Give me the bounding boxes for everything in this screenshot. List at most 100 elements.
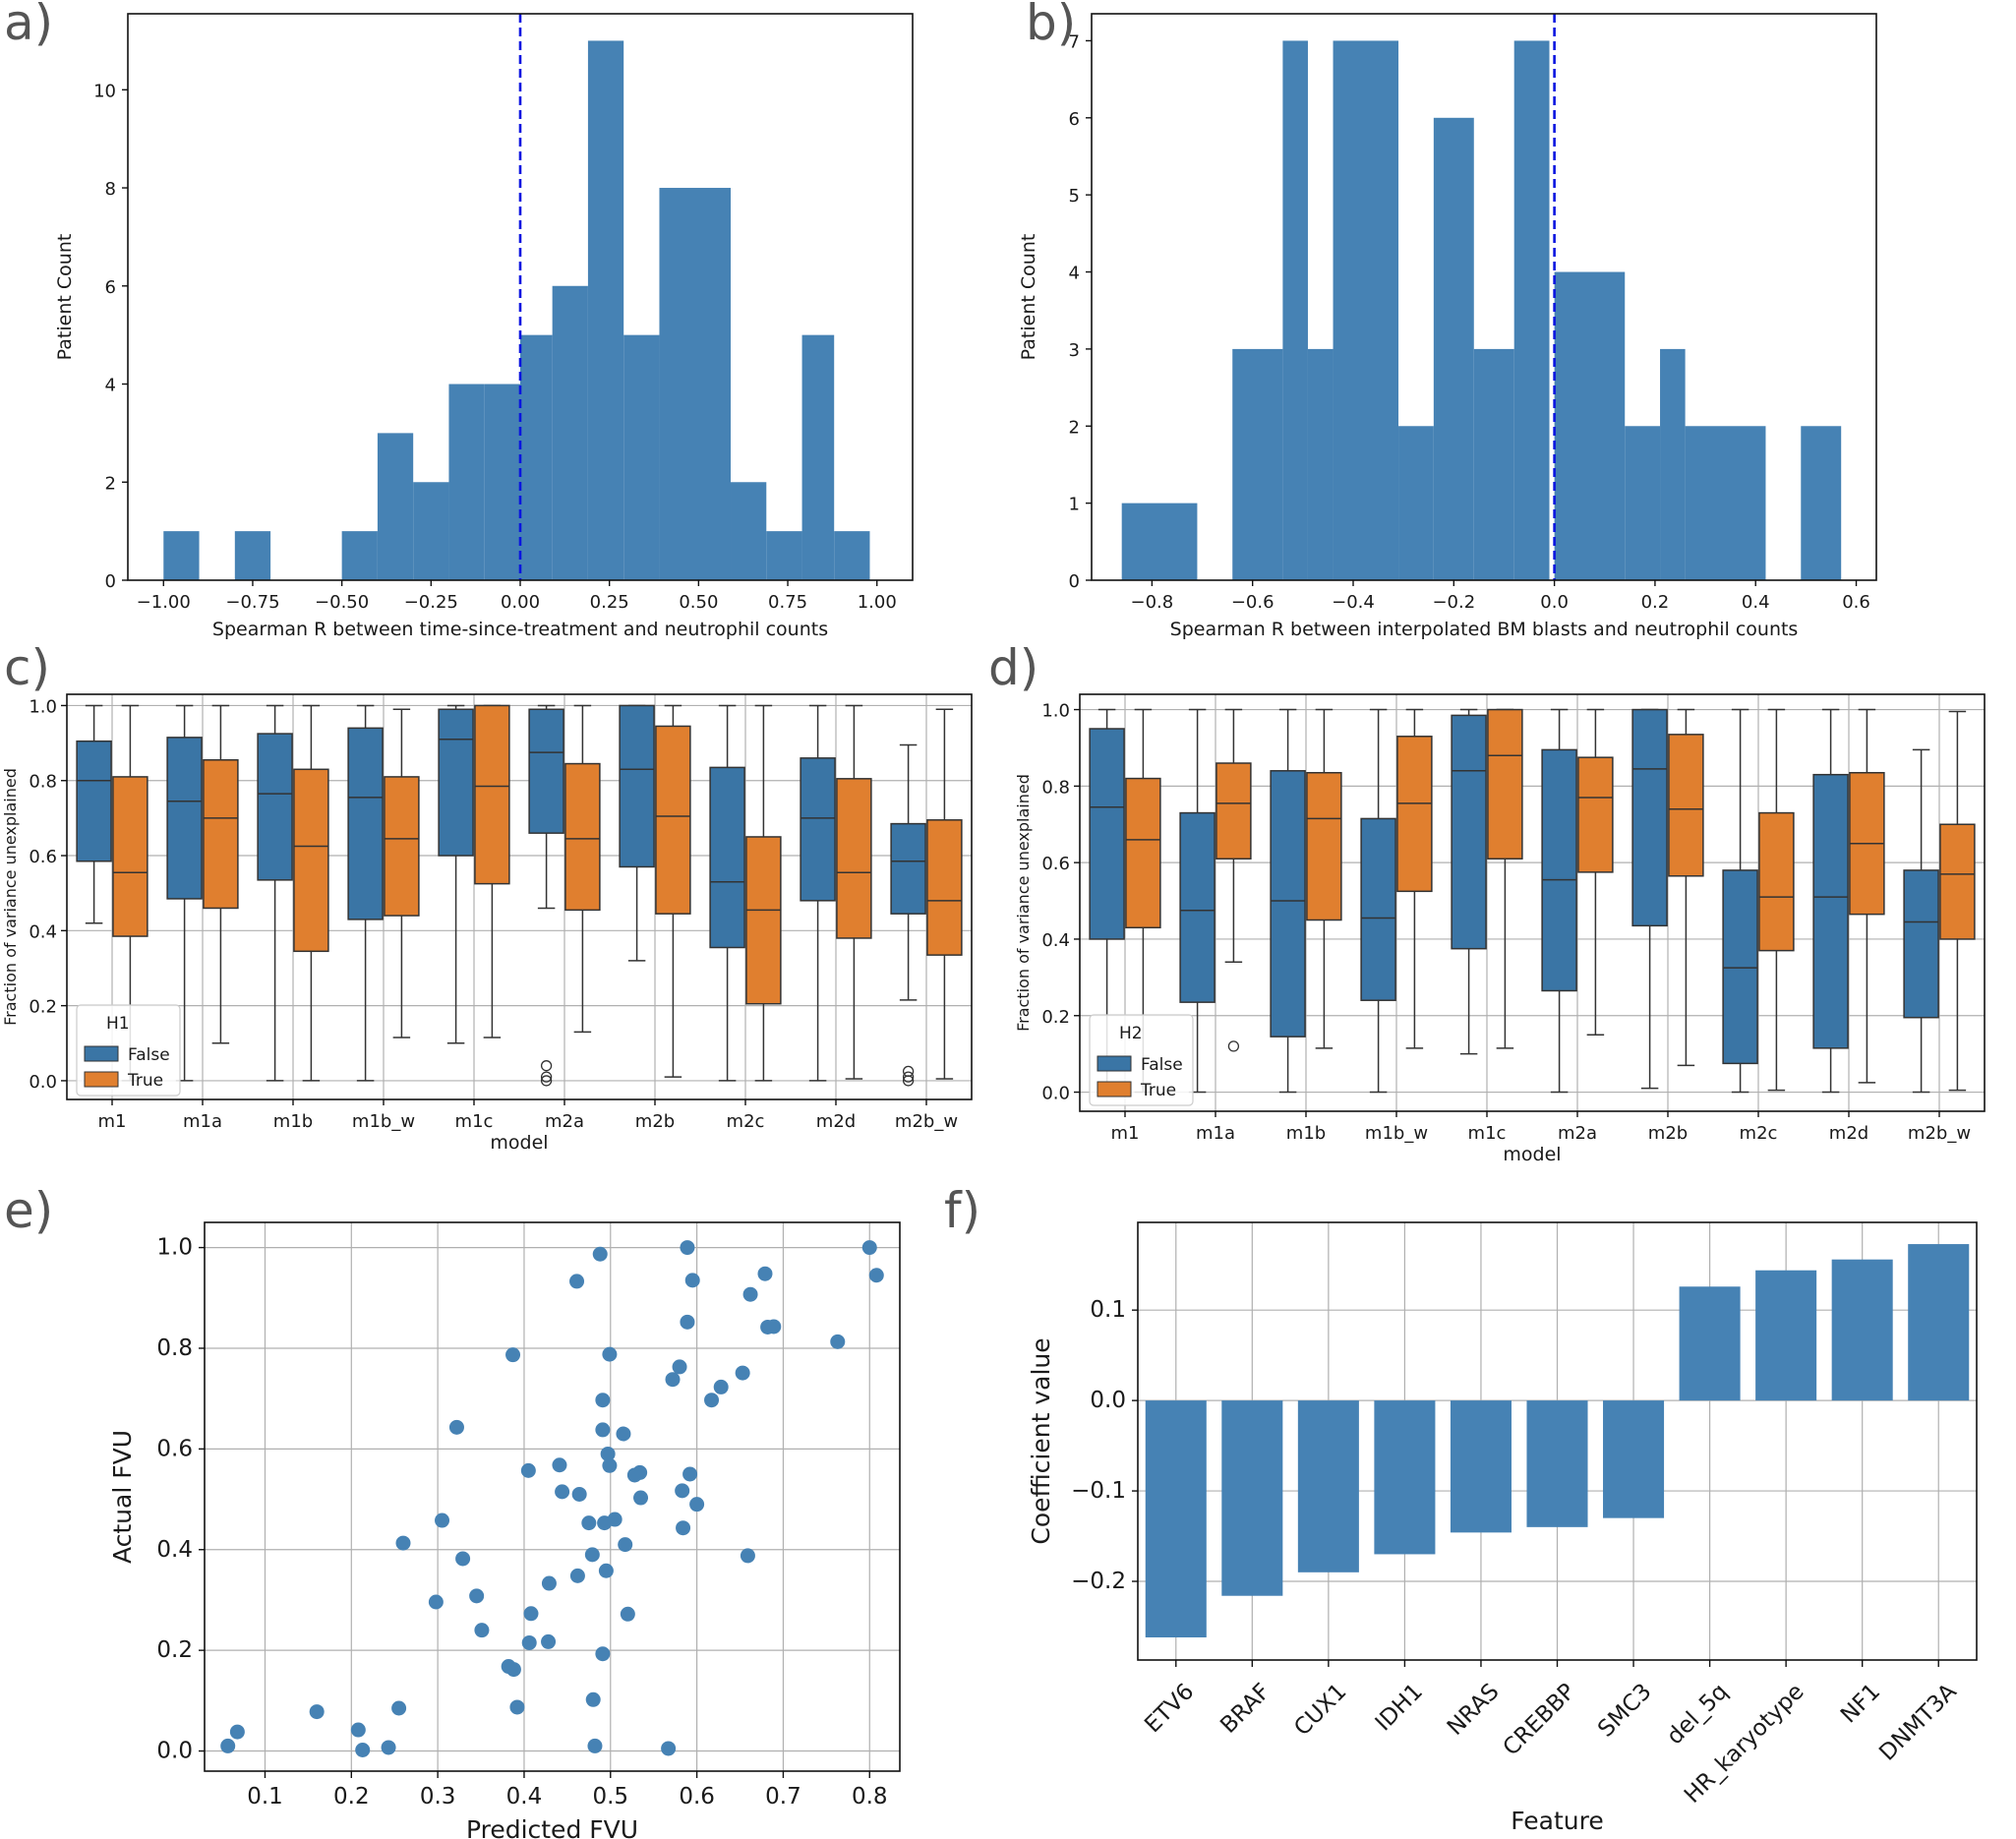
outlier-point [902,1075,915,1087]
histogram-bar [413,482,449,580]
scatter-point [587,1738,603,1753]
coefficient-bar [1908,1244,1970,1401]
coefficient-bar [1603,1400,1665,1518]
scatter-point [830,1334,846,1349]
y-tick-label: 1.0 [1041,701,1070,722]
x-tick-label: m2d [1829,1123,1868,1144]
legend: H2 False True [1089,1014,1194,1106]
x-tick-label: 0.6 [1842,592,1870,613]
histogram-bar [1433,117,1474,580]
scatter-e: 0.1 0.2 0.3 0.4 0.5 0.6 0.7 0.8 Predicted FVU 0.0… [108,1221,901,1839]
scatter-point [595,1393,611,1408]
histogram-b: −0.8 −0.6 −0.4 −0.2 0.0 0.2 0.4 0.6 Spearman R b… [1018,13,1877,640]
scatter-point [689,1497,705,1513]
box-true [1668,734,1704,877]
scatter-point [520,1462,536,1478]
box-true [474,704,510,885]
histogram-bar [1333,40,1399,580]
scatter-point [581,1515,597,1531]
scatter-point [600,1446,616,1461]
histogram-bar [587,40,624,580]
x-axis-label: Predicted FVU [466,1815,638,1839]
x-tick-label: m1a [183,1111,222,1132]
scatter-point [633,1490,649,1506]
y-axis-label: Fraction of variance unexplained [1,768,20,1026]
scatter-point [602,1457,618,1473]
histogram-bar [731,482,767,580]
y-tick-label: 0.0 [1090,1388,1126,1413]
y-tick-label: 2 [105,473,116,494]
x-tick-label: 0.5 [592,1784,628,1809]
scatter-point [220,1738,236,1753]
x-tick-label: CREBBP [1499,1679,1581,1761]
histogram-bar [1625,426,1661,580]
x-tick-label: m2a [1558,1123,1597,1144]
y-tick-label: 2 [1069,417,1080,438]
plot-frame [66,693,973,1100]
scatter-point [616,1426,631,1442]
x-tick-label: BRAF [1216,1679,1275,1739]
x-tick-label: −0.25 [404,592,458,613]
outlier-point [1227,1040,1240,1052]
scatter-point [757,1266,773,1281]
y-tick-label: 0.1 [1090,1297,1126,1323]
outlier-point [540,1060,553,1072]
legend-title: H1 [106,1014,130,1034]
x-tick-label: −0.8 [1131,592,1174,613]
box-false [1722,869,1758,1065]
x-tick-label: 0.6 [679,1784,715,1809]
x-tick-label: −0.50 [315,592,369,613]
box-false [76,740,112,862]
y-axis-label: Patient Count [1018,234,1039,361]
x-tick-label: 0.0 [1540,592,1569,613]
legend-entry-true: True [127,1071,163,1091]
x-tick-label: 1.00 [858,592,897,613]
scatter-point [474,1623,490,1638]
box-false [528,708,564,834]
scatter-point [607,1512,623,1527]
x-tick-label: m2c [1740,1123,1778,1144]
scatter-point [595,1422,611,1438]
y-tick-label: 0.8 [29,772,57,793]
box-true [384,776,420,917]
scatter-point [704,1393,720,1408]
box-false [709,766,745,949]
legend-entry-false: False [128,1045,170,1065]
scatter-point [740,1548,755,1564]
scatter-point [350,1722,366,1738]
box-false [166,737,203,900]
histogram-bar [801,334,835,580]
y-tick-label: 1.0 [156,1235,193,1261]
x-tick-label: ETV6 [1140,1679,1199,1738]
y-tick-label: 0.8 [156,1335,193,1361]
box-false [1903,869,1939,1019]
scatter-point [684,1273,700,1288]
x-tick-label: 0.4 [506,1784,543,1809]
scatter-point [523,1606,539,1622]
x-tick-label: 0.50 [679,592,718,613]
x-tick-label: −0.6 [1231,592,1275,613]
scatter-point [541,1633,557,1649]
box-true [293,768,329,953]
box-false [890,822,926,915]
box-true [203,759,239,910]
histogram-bar [1513,40,1550,580]
x-axis-label: Feature [1511,1807,1603,1835]
x-tick-label: m2d [816,1111,856,1132]
x-tick-label: m2b_w [1908,1123,1971,1144]
x-axis-label: model [490,1132,548,1154]
box-false [1451,714,1487,950]
y-tick-label: 0.2 [1041,1007,1070,1028]
box-true [1125,777,1161,929]
histogram-bar [1473,348,1514,580]
coefficient-bar [1450,1400,1512,1533]
x-axis-label: Spearman R between interpolated BM blast… [1170,619,1799,640]
box-false [1812,773,1849,1049]
scatter-point [521,1634,537,1650]
x-tick-label: 0.4 [1742,592,1770,613]
x-tick-label: m1b [273,1111,313,1132]
y-tick-label: 7 [1069,31,1080,52]
coefficient-bar [1679,1286,1741,1401]
